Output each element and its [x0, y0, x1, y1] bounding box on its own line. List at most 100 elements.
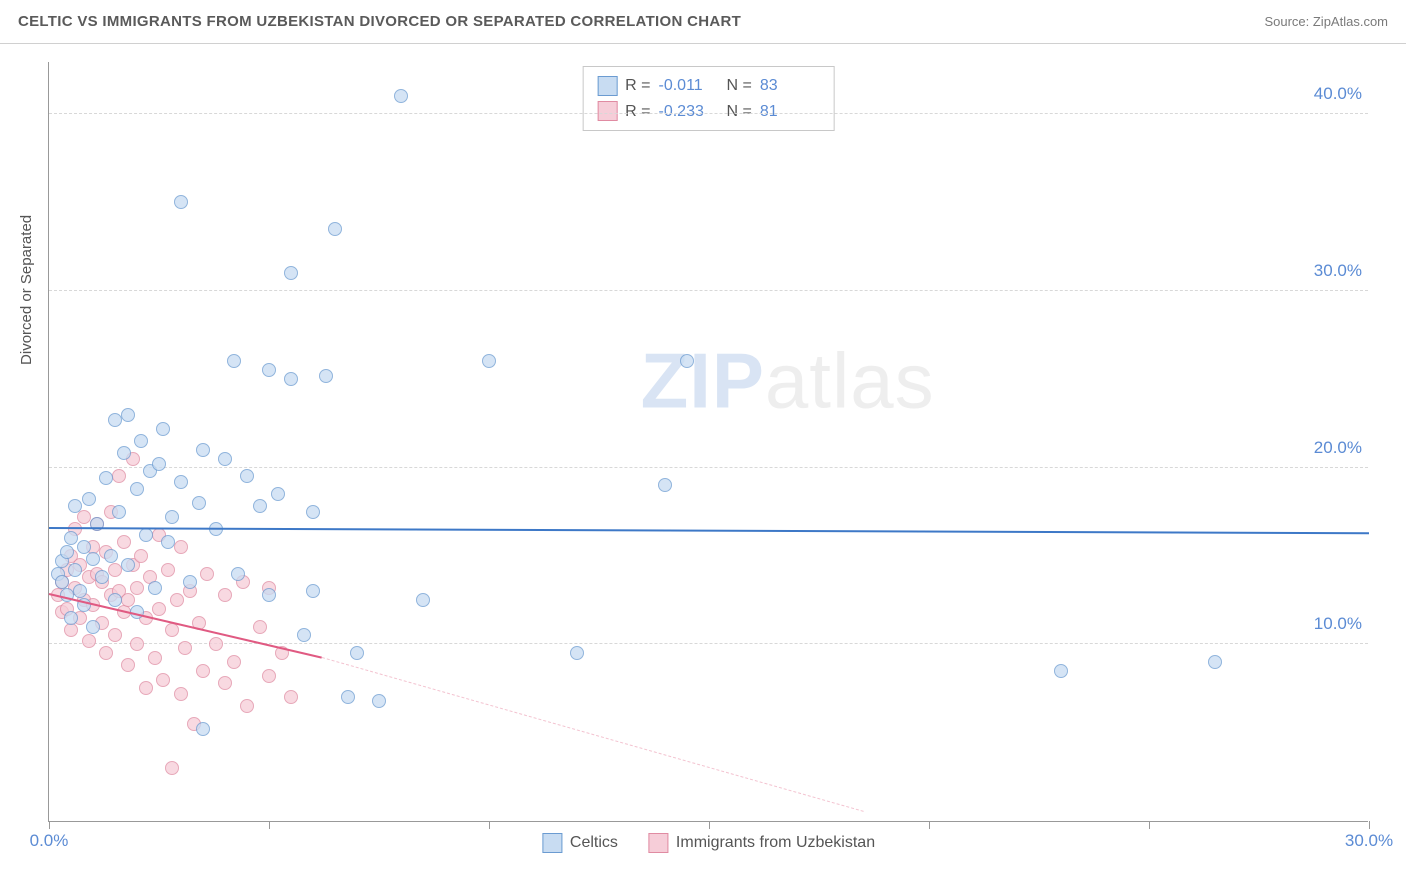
- scatter-point: [73, 584, 87, 598]
- scatter-point: [148, 651, 162, 665]
- scatter-point: [227, 655, 241, 669]
- legend-correlation: R = -0.011 N = 83 R = -0.233 N = 81: [582, 66, 835, 131]
- scatter-point: [178, 641, 192, 655]
- scatter-point: [319, 369, 333, 383]
- scatter-point: [174, 475, 188, 489]
- scatter-point: [121, 593, 135, 607]
- legend-row-uzbekistan: R = -0.233 N = 81: [597, 99, 820, 125]
- scatter-point: [262, 363, 276, 377]
- scatter-point: [240, 699, 254, 713]
- x-tick: [269, 821, 270, 829]
- scatter-point: [82, 634, 96, 648]
- scatter-point: [297, 628, 311, 642]
- chart-source: Source: ZipAtlas.com: [1264, 14, 1388, 29]
- scatter-point: [64, 611, 78, 625]
- gridline: [49, 643, 1368, 644]
- scatter-point: [1208, 655, 1222, 669]
- scatter-point: [134, 434, 148, 448]
- x-tick: [1149, 821, 1150, 829]
- scatter-point: [165, 761, 179, 775]
- scatter-point: [130, 482, 144, 496]
- scatter-point: [196, 722, 210, 736]
- scatter-point: [372, 694, 386, 708]
- y-tick-label: 30.0%: [1314, 261, 1362, 281]
- scatter-point: [328, 222, 342, 236]
- scatter-point: [165, 510, 179, 524]
- scatter-point: [218, 452, 232, 466]
- scatter-point: [64, 623, 78, 637]
- scatter-point: [174, 540, 188, 554]
- gridline: [49, 113, 1368, 114]
- x-tick: [489, 821, 490, 829]
- gridline: [49, 467, 1368, 468]
- scatter-point: [121, 408, 135, 422]
- y-axis-title: Divorced or Separated: [18, 215, 35, 365]
- scatter-point: [570, 646, 584, 660]
- scatter-point: [209, 637, 223, 651]
- legend-series: Celtics Immigrants from Uzbekistan: [542, 833, 875, 853]
- scatter-point: [130, 581, 144, 595]
- legend-swatch-celtics: [597, 76, 617, 96]
- scatter-point: [350, 646, 364, 660]
- scatter-point: [134, 549, 148, 563]
- scatter-point: [231, 567, 245, 581]
- scatter-point: [482, 354, 496, 368]
- scatter-plot: ZIPatlas R = -0.011 N = 83 R = -0.233 N …: [48, 62, 1368, 822]
- scatter-point: [196, 443, 210, 457]
- scatter-point: [152, 457, 166, 471]
- scatter-point: [156, 673, 170, 687]
- scatter-point: [82, 492, 96, 506]
- watermark: ZIPatlas: [641, 335, 935, 426]
- scatter-point: [394, 89, 408, 103]
- scatter-point: [108, 413, 122, 427]
- scatter-point: [99, 646, 113, 660]
- scatter-point: [121, 658, 135, 672]
- scatter-point: [112, 469, 126, 483]
- x-tick: [929, 821, 930, 829]
- scatter-point: [77, 540, 91, 554]
- scatter-point: [117, 535, 131, 549]
- scatter-point: [174, 195, 188, 209]
- scatter-point: [174, 687, 188, 701]
- scatter-point: [416, 593, 430, 607]
- x-tick-label: 30.0%: [1345, 831, 1393, 851]
- scatter-point: [68, 499, 82, 513]
- y-tick-label: 10.0%: [1314, 614, 1362, 634]
- scatter-point: [1054, 664, 1068, 678]
- y-tick-label: 40.0%: [1314, 84, 1362, 104]
- scatter-point: [271, 487, 285, 501]
- x-tick: [49, 821, 50, 829]
- scatter-point: [152, 602, 166, 616]
- scatter-point: [183, 575, 197, 589]
- scatter-point: [192, 496, 206, 510]
- scatter-point: [130, 637, 144, 651]
- scatter-point: [156, 422, 170, 436]
- scatter-point: [284, 690, 298, 704]
- scatter-point: [262, 588, 276, 602]
- scatter-point: [86, 620, 100, 634]
- scatter-point: [148, 581, 162, 595]
- gridline: [49, 290, 1368, 291]
- scatter-point: [99, 471, 113, 485]
- chart-header: CELTIC VS IMMIGRANTS FROM UZBEKISTAN DIV…: [0, 0, 1406, 44]
- scatter-point: [306, 505, 320, 519]
- x-tick: [709, 821, 710, 829]
- x-tick: [1369, 821, 1370, 829]
- scatter-point: [95, 570, 109, 584]
- x-tick-label: 0.0%: [30, 831, 69, 851]
- scatter-point: [108, 563, 122, 577]
- scatter-point: [218, 676, 232, 690]
- scatter-point: [161, 535, 175, 549]
- scatter-point: [680, 354, 694, 368]
- scatter-point: [284, 266, 298, 280]
- scatter-point: [658, 478, 672, 492]
- scatter-point: [284, 372, 298, 386]
- legend-row-celtics: R = -0.011 N = 83: [597, 73, 820, 99]
- scatter-point: [108, 593, 122, 607]
- trend-line: [322, 657, 863, 812]
- scatter-point: [165, 623, 179, 637]
- scatter-point: [227, 354, 241, 368]
- scatter-point: [68, 563, 82, 577]
- scatter-point: [253, 499, 267, 513]
- chart-title: CELTIC VS IMMIGRANTS FROM UZBEKISTAN DIV…: [18, 13, 741, 30]
